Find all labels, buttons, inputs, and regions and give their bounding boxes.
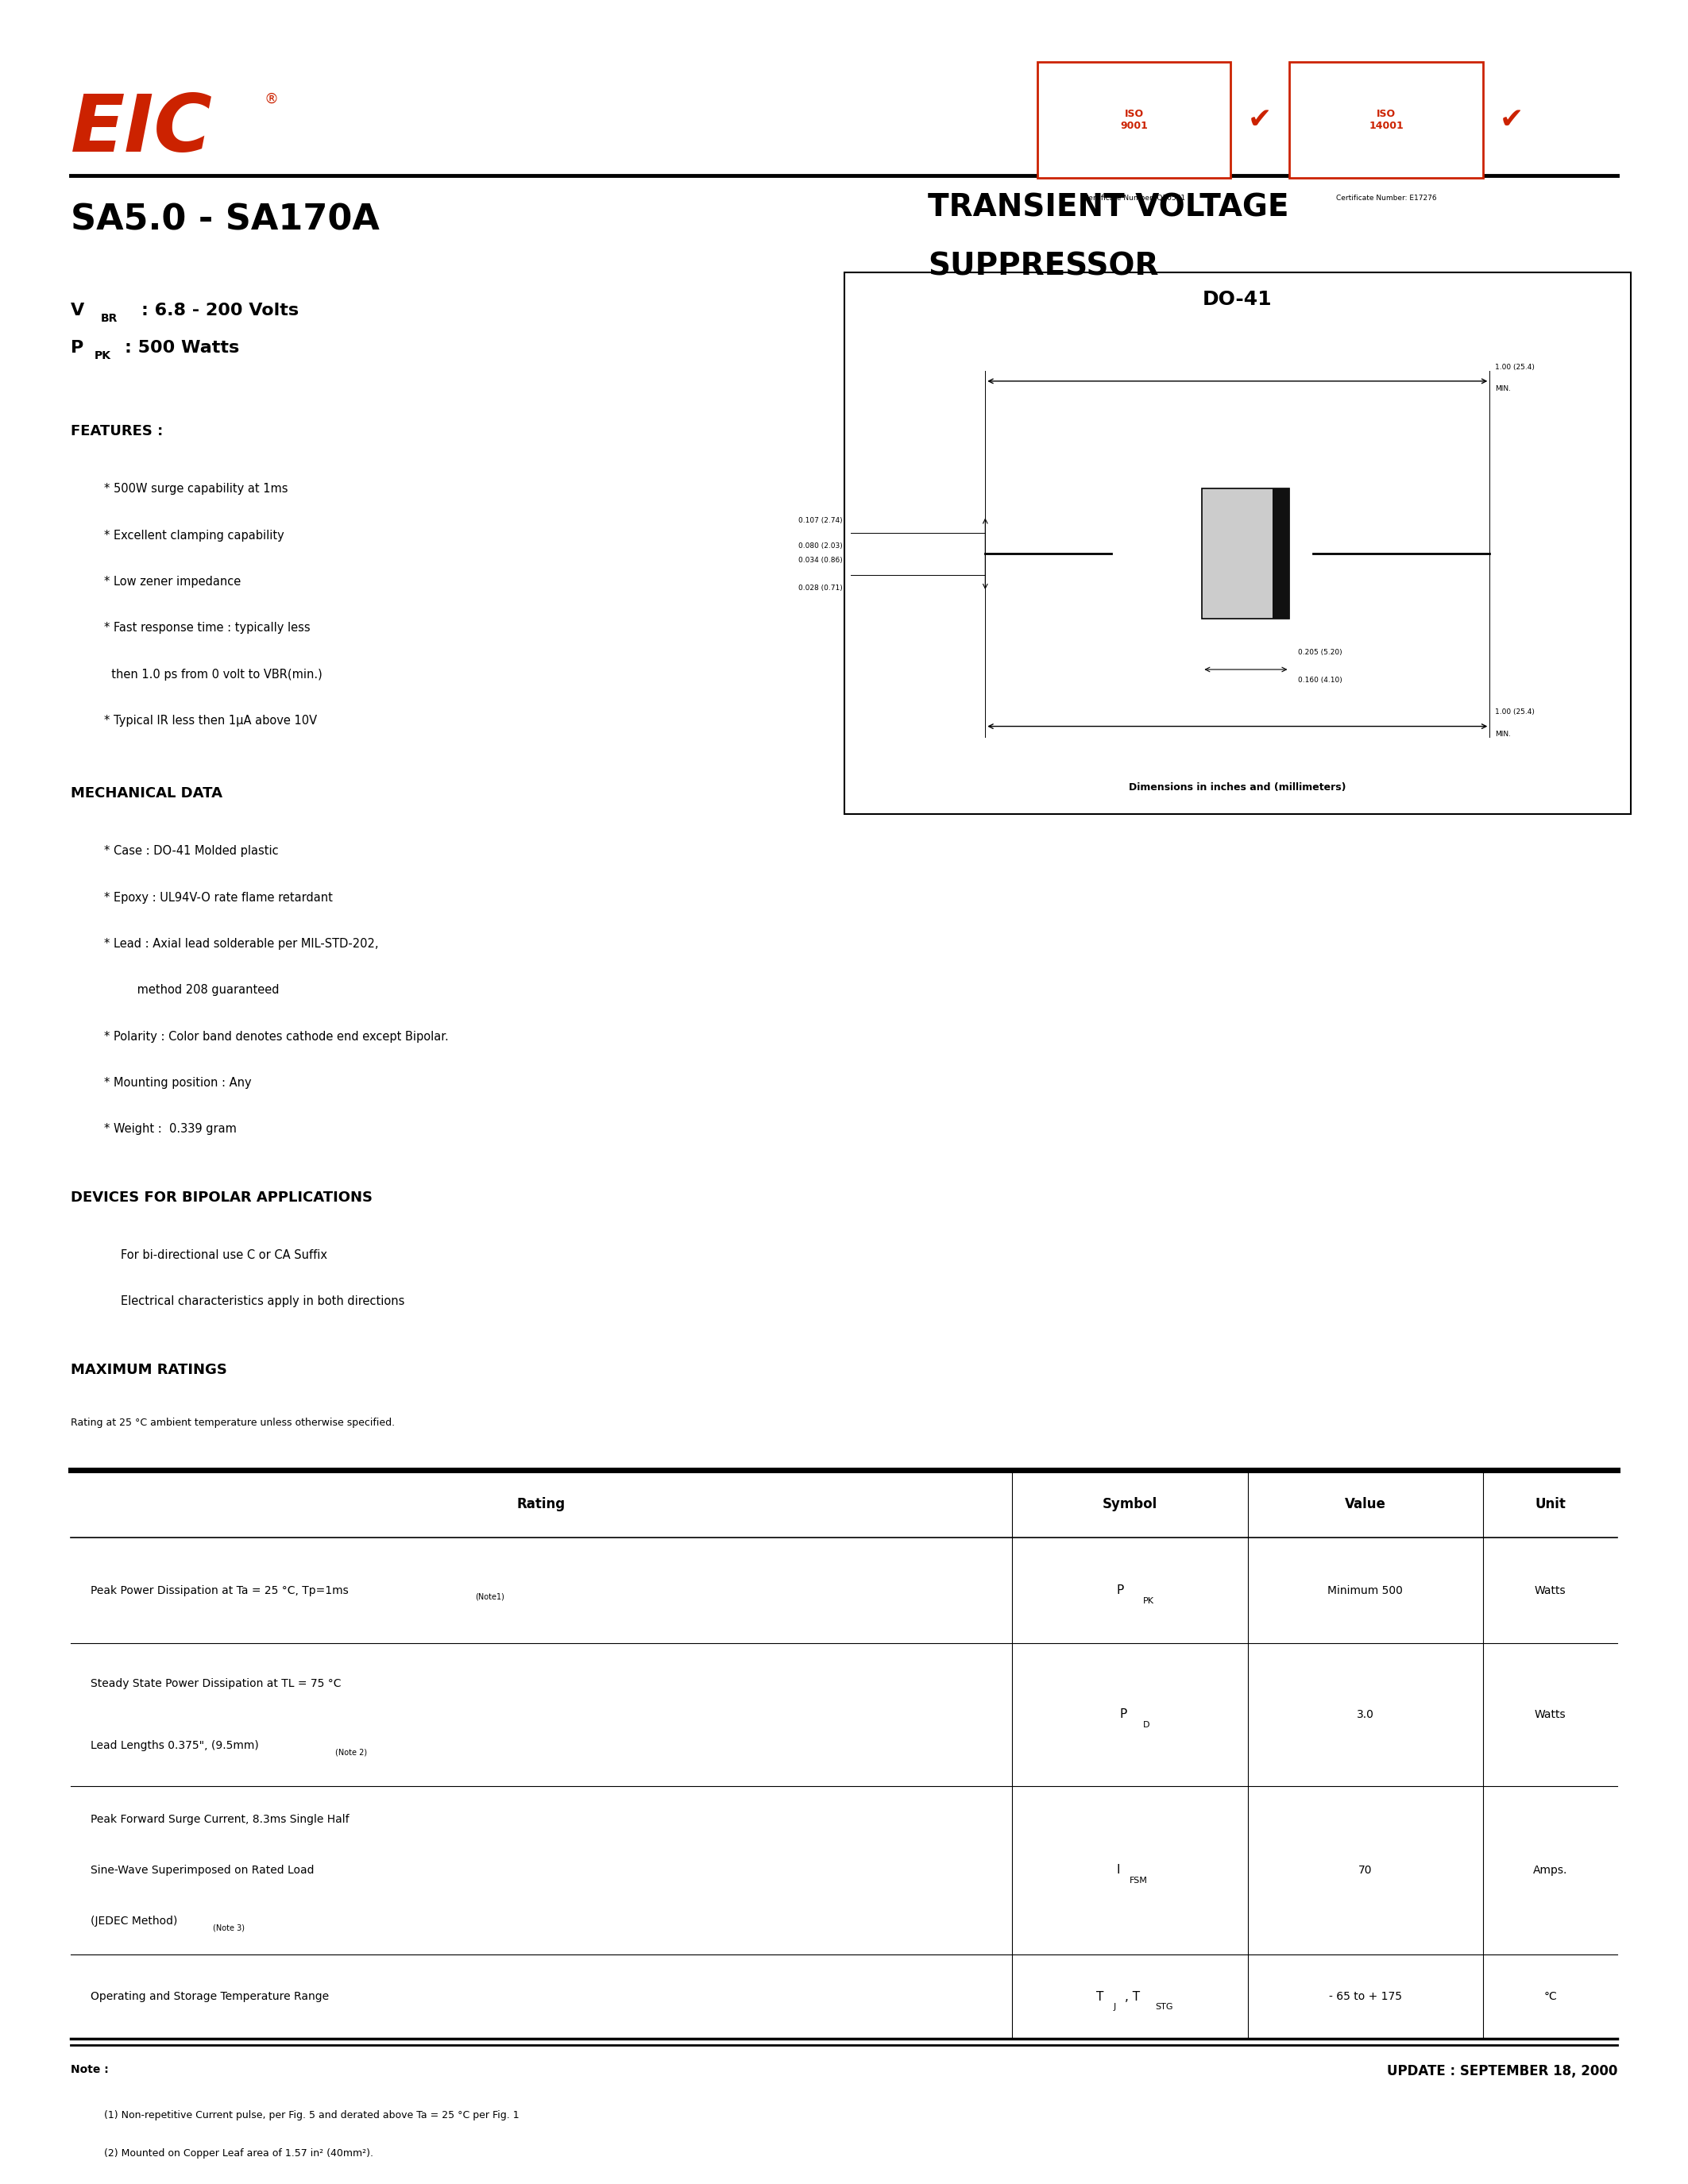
Text: Operating and Storage Temperature Range: Operating and Storage Temperature Range [91,1992,329,2003]
Text: P: P [1116,1583,1124,1597]
Text: °C: °C [1543,1992,1556,2003]
Text: Electrical characteristics apply in both directions: Electrical characteristics apply in both… [122,1295,405,1308]
Text: PK: PK [95,352,111,363]
Text: * Weight :  0.339 gram: * Weight : 0.339 gram [105,1123,236,1136]
Text: Sine-Wave Superimposed on Rated Load: Sine-Wave Superimposed on Rated Load [91,1865,314,1876]
Text: Minimum 500: Minimum 500 [1327,1586,1403,1597]
Text: (Note 3): (Note 3) [213,1924,245,1931]
Text: * 500W surge capability at 1ms: * 500W surge capability at 1ms [105,483,289,496]
Text: DEVICES FOR BIPOLAR APPLICATIONS: DEVICES FOR BIPOLAR APPLICATIONS [71,1190,373,1206]
Text: Symbol: Symbol [1102,1496,1158,1511]
Text: Amps.: Amps. [1533,1865,1568,1876]
Text: MIN.: MIN. [1494,384,1511,393]
Text: Rating: Rating [517,1496,565,1511]
Text: ✔: ✔ [1247,107,1271,133]
Text: 0.205 (5.20): 0.205 (5.20) [1298,649,1342,655]
Text: * Typical IR less then 1μA above 10V: * Typical IR less then 1μA above 10V [105,714,317,727]
Text: D: D [1143,1721,1150,1730]
Text: For bi-directional use C or CA Suffix: For bi-directional use C or CA Suffix [122,1249,327,1262]
Text: 0.107 (2.74): 0.107 (2.74) [798,518,842,524]
FancyBboxPatch shape [1290,63,1484,179]
Bar [844,273,1631,815]
Text: (1) Non-repetitive Current pulse, per Fig. 5 and derated above Ta = 25 °C per Fi: (1) Non-repetitive Current pulse, per Fi… [105,2110,520,2121]
Text: UPDATE : SEPTEMBER 18, 2000: UPDATE : SEPTEMBER 18, 2000 [1388,2064,1617,2079]
Text: Steady State Power Dissipation at TL = 75 °C: Steady State Power Dissipation at TL = 7… [91,1677,341,1688]
Text: 70: 70 [1359,1865,1372,1876]
Text: P: P [71,341,83,356]
Text: SA5.0 - SA170A: SA5.0 - SA170A [71,203,380,238]
Text: Certificate Number: E17276: Certificate Number: E17276 [1335,194,1436,201]
Text: Peak Forward Surge Current, 8.3ms Single Half: Peak Forward Surge Current, 8.3ms Single… [91,1813,349,1826]
Text: MECHANICAL DATA: MECHANICAL DATA [71,786,223,802]
Text: Dimensions in inches and (millimeters): Dimensions in inches and (millimeters) [1129,782,1345,793]
Text: MIN.: MIN. [1494,729,1511,738]
Text: , T: , T [1124,1990,1139,2003]
Text: 0.034 (0.86): 0.034 (0.86) [798,557,842,563]
Text: Rating at 25 °C ambient temperature unless otherwise specified.: Rating at 25 °C ambient temperature unle… [71,1417,395,1428]
Text: EIC: EIC [71,92,213,168]
Text: ®: ® [263,92,279,107]
Text: Certificate Number: Q10561: Certificate Number: Q10561 [1084,194,1185,201]
Text: (JEDEC Method): (JEDEC Method) [91,1915,177,1926]
Text: I: I [1116,1865,1119,1876]
Text: Unit: Unit [1534,1496,1566,1511]
Text: Watts: Watts [1534,1710,1566,1721]
FancyBboxPatch shape [1038,63,1231,179]
Text: DO-41: DO-41 [1202,290,1273,308]
Text: * Fast response time : typically less: * Fast response time : typically less [105,622,311,633]
Text: 0.160 (4.10): 0.160 (4.10) [1298,677,1342,684]
Text: ISO
14001: ISO 14001 [1369,109,1404,131]
Bar [1202,489,1290,618]
Text: TRANSIENT VOLTAGE: TRANSIENT VOLTAGE [928,192,1290,223]
Text: * Epoxy : UL94V-O rate flame retardant: * Epoxy : UL94V-O rate flame retardant [105,891,333,904]
Text: PK: PK [1143,1597,1155,1605]
Text: * Lead : Axial lead solderable per MIL-STD-202,: * Lead : Axial lead solderable per MIL-S… [105,937,378,950]
Text: ✔: ✔ [1499,107,1524,133]
Text: * Mounting position : Any: * Mounting position : Any [105,1077,252,1088]
Text: Watts: Watts [1534,1586,1566,1597]
Text: 1.00 (25.4): 1.00 (25.4) [1494,708,1534,716]
Text: 1.00 (25.4): 1.00 (25.4) [1494,363,1534,371]
Text: 3.0: 3.0 [1357,1710,1374,1721]
Text: BR: BR [101,312,118,323]
Text: Note :: Note : [71,2064,108,2075]
Text: (Note 2): (Note 2) [336,1747,368,1756]
Text: : 500 Watts: : 500 Watts [125,341,240,356]
Text: V: V [71,301,84,319]
Text: Value: Value [1345,1496,1386,1511]
Text: J: J [1112,2003,1116,2011]
Text: then 1.0 ps from 0 volt to VBR(min.): then 1.0 ps from 0 volt to VBR(min.) [105,668,322,681]
Text: FSM: FSM [1129,1876,1148,1885]
Text: Peak Power Dissipation at Ta = 25 °C, Tp=1ms: Peak Power Dissipation at Ta = 25 °C, Tp… [91,1586,349,1597]
Text: ISO
9001: ISO 9001 [1121,109,1148,131]
Text: * Low zener impedance: * Low zener impedance [105,577,241,587]
Text: 0.028 (0.71): 0.028 (0.71) [798,585,842,592]
Text: (Note1): (Note1) [476,1592,505,1601]
Text: SUPPRESSOR: SUPPRESSOR [928,251,1160,282]
Text: : 6.8 - 200 Volts: : 6.8 - 200 Volts [142,301,299,319]
Text: Lead Lengths 0.375", (9.5mm): Lead Lengths 0.375", (9.5mm) [91,1741,258,1752]
Text: * Case : DO-41 Molded plastic: * Case : DO-41 Molded plastic [105,845,279,856]
Text: method 208 guaranteed: method 208 guaranteed [105,985,279,996]
Bar [1273,489,1290,618]
Text: MAXIMUM RATINGS: MAXIMUM RATINGS [71,1363,226,1378]
Text: FEATURES :: FEATURES : [71,424,164,439]
Text: (2) Mounted on Copper Leaf area of 1.57 in² (40mm²).: (2) Mounted on Copper Leaf area of 1.57 … [105,2149,373,2158]
Text: - 65 to + 175: - 65 to + 175 [1328,1992,1401,2003]
Text: 0.080 (2.03): 0.080 (2.03) [798,542,842,550]
Text: * Polarity : Color band denotes cathode end except Bipolar.: * Polarity : Color band denotes cathode … [105,1031,449,1042]
Text: T: T [1096,1990,1104,2003]
Text: * Excellent clamping capability: * Excellent clamping capability [105,529,284,542]
Text: P: P [1119,1708,1128,1721]
Text: STG: STG [1155,2003,1173,2011]
